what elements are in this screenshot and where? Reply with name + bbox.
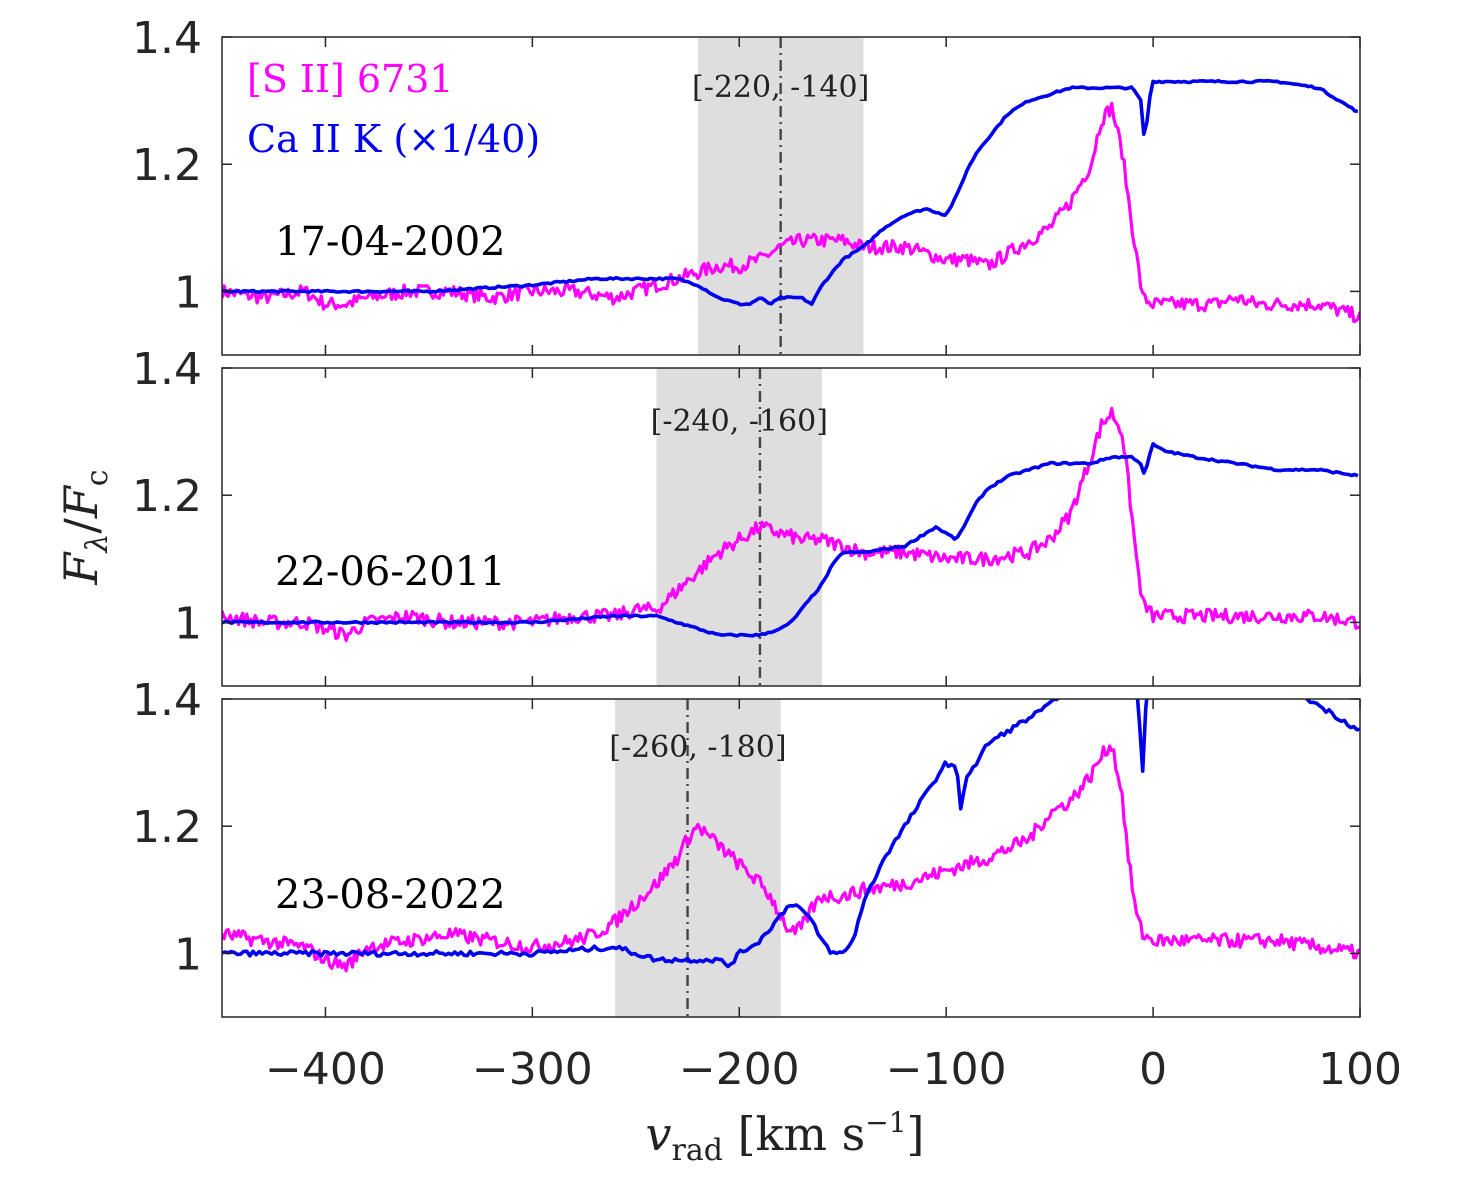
- panel-3-siii-line: [222, 744, 1360, 973]
- x-tick-label: −100: [886, 1044, 1007, 1095]
- x-axis-title: vrad [km s−1]: [646, 1106, 925, 1168]
- panel-3-frame: [221, 698, 1361, 1018]
- legend-caii-label: Ca II K (×1/40): [247, 117, 540, 161]
- panel-3-date-label: 23-08-2022: [275, 872, 506, 918]
- y-tick-label: 1.2: [132, 140, 202, 191]
- x-tick-label: −400: [265, 1044, 386, 1095]
- x-axis-ticks: −400 −300 −200 −100 0 100: [265, 37, 1402, 1095]
- panel-3-caii-line-segment-2: [1135, 699, 1149, 773]
- panel-1-caii-line: [222, 78, 1359, 307]
- panel-2-siii-line: [222, 406, 1360, 643]
- panel-1: 1 1.2 1.4 [-220, -140] 17-04-2002 [S II] 6…: [132, 13, 1361, 356]
- y-tick-label: 1.4: [132, 675, 202, 726]
- panel-3-band: [615, 699, 781, 1017]
- panel-3-y-ticks: 1 1.2 1.4: [132, 675, 1360, 980]
- y-tick-label: 1.4: [132, 344, 202, 395]
- panel-2-frame: [221, 367, 1361, 687]
- panel-3-range-label: [-260, -180]: [609, 730, 786, 765]
- panel-1-siii-line: [222, 101, 1360, 323]
- x-tick-label: −300: [472, 1044, 593, 1095]
- panel-3-series: [222, 699, 1360, 973]
- y-tick-label: 1: [174, 598, 202, 649]
- panel-2-date-label: 22-06-2011: [275, 549, 506, 595]
- panel-1-frame: [221, 36, 1361, 356]
- x-tick-label: 0: [1139, 1044, 1167, 1095]
- panel-1-y-ticks: 1 1.2 1.4: [132, 13, 1360, 318]
- panel-1-date-label: 17-04-2002: [275, 219, 506, 265]
- y-tick-label: 1.2: [132, 802, 202, 853]
- panel-3-caii-line: [222, 699, 1060, 969]
- x-tick-label: 100: [1318, 1044, 1402, 1095]
- panel-2-range-label: [-240, -160]: [651, 404, 828, 439]
- y-tick-label: 1: [174, 267, 202, 318]
- panel-3-caii-line-segment-3: [1304, 699, 1360, 732]
- y-tick-label: 1: [174, 929, 202, 980]
- panel-2-y-ticks: 1 1.2 1.4: [132, 344, 1360, 649]
- panel-3: 1 1.2 1.4 [-260, -180] 23-08-2022: [132, 675, 1361, 1018]
- panel-2: 1 1.2 1.4 [-240, -160] 22-06-2011: [132, 344, 1361, 687]
- panel-2-caii-line: [222, 442, 1359, 638]
- panel-1-range-label: [-220, -140]: [692, 70, 869, 105]
- panel-1-series: [222, 78, 1360, 323]
- legend-siii-label: [S II] 6731: [247, 57, 454, 101]
- x-tick-label: −200: [679, 1044, 800, 1095]
- y-tick-label: 1.4: [132, 13, 202, 64]
- y-axis-title: Fλ/Fc: [54, 469, 115, 585]
- y-tick-label: 1.2: [132, 471, 202, 522]
- panel-2-series: [222, 406, 1360, 643]
